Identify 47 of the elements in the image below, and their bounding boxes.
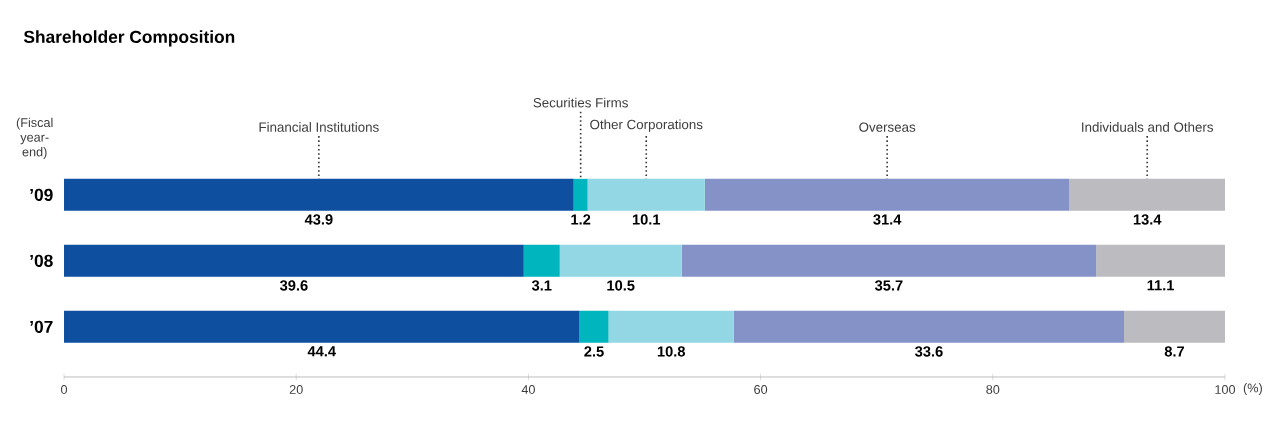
y-tick-label: ’07 (30, 320, 53, 333)
data-label: 13.4 (1133, 214, 1162, 225)
data-label: 44.4 (307, 346, 336, 357)
x-tick-label: 40 (521, 385, 535, 394)
bar (523, 244, 560, 277)
y-axis-title: (Fiscal year-end) (16, 117, 53, 159)
x-axis-title: (%) (1243, 383, 1262, 395)
bar (1123, 310, 1225, 343)
data-label: 10.5 (607, 280, 635, 291)
x-tick-label: 80 (986, 385, 1000, 394)
data-label: 43.9 (304, 214, 333, 225)
bar (1096, 244, 1225, 277)
data-label: 33.6 (915, 346, 943, 357)
bar (681, 244, 1097, 277)
bar (608, 310, 734, 343)
bar (1069, 178, 1225, 211)
bar (64, 244, 524, 277)
x-tick-label: 20 (289, 385, 303, 394)
text: Financial Institutions (259, 122, 379, 132)
bar (64, 310, 580, 343)
y-tick-label: ’08 (30, 254, 53, 267)
data-label: 31.4 (873, 214, 902, 225)
bar (587, 178, 705, 211)
text: Individuals and Others (1082, 122, 1214, 132)
text: Securities Firms (533, 97, 628, 108)
data-label: 2.5 (584, 346, 604, 357)
y-tick-label: ’09 (30, 188, 53, 201)
text: Other Corporations (590, 119, 703, 132)
x-tick-label: 60 (754, 385, 768, 394)
chart-title: Shareholder Composition (23, 30, 235, 47)
bar (573, 178, 588, 211)
data-label: 3.1 (531, 280, 552, 291)
x-tick-label: 0 (61, 385, 68, 394)
bar (704, 178, 1070, 211)
data-label: 35.7 (874, 280, 903, 291)
bar (64, 178, 574, 211)
x-tick-label: 100 (1215, 385, 1236, 394)
bar (559, 244, 682, 277)
data-label: 11.1 (1147, 280, 1174, 291)
data-label: 39.6 (279, 280, 308, 291)
data-label: 8.7 (1164, 346, 1185, 357)
text: Overseas (859, 122, 916, 132)
bar (579, 310, 609, 343)
data-label: 10.8 (657, 346, 686, 357)
data-label: 1.2 (571, 214, 591, 225)
data-label: 10.1 (632, 214, 661, 225)
bar (733, 310, 1124, 343)
